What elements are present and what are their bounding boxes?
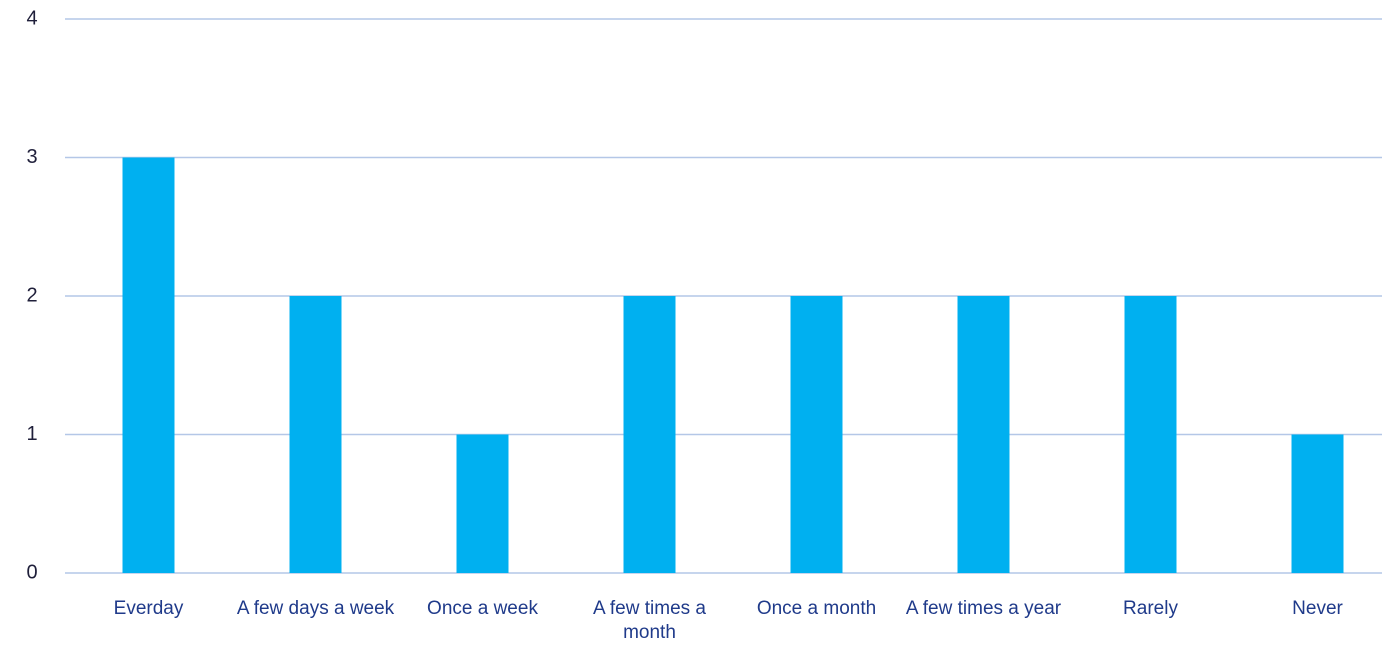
y-tick-label: 4: [26, 7, 37, 29]
x-tick-label: Everday: [113, 598, 184, 619]
x-tick-label: A few days a week: [236, 598, 395, 619]
x-tick-label: A few times a year: [905, 598, 1062, 619]
bar: [623, 296, 676, 573]
bar: [456, 434, 509, 573]
bar: [122, 157, 175, 573]
bar: [1291, 434, 1344, 573]
y-tick-label: 2: [26, 284, 37, 306]
x-tick-label: A few times a month: [593, 598, 706, 643]
y-tick-label: 1: [26, 423, 37, 445]
bar: [1124, 296, 1177, 573]
x-tick-label: Once a month: [756, 598, 877, 619]
x-tick-label: Rarely: [1123, 598, 1178, 619]
x-tick-label: Once a week: [427, 598, 538, 619]
y-tick-label: 3: [26, 146, 37, 168]
y-tick-label: 0: [26, 561, 37, 583]
bar: [957, 296, 1010, 573]
x-tick-label: Never: [1292, 598, 1343, 619]
bar: [289, 296, 342, 573]
bar: [790, 296, 843, 573]
